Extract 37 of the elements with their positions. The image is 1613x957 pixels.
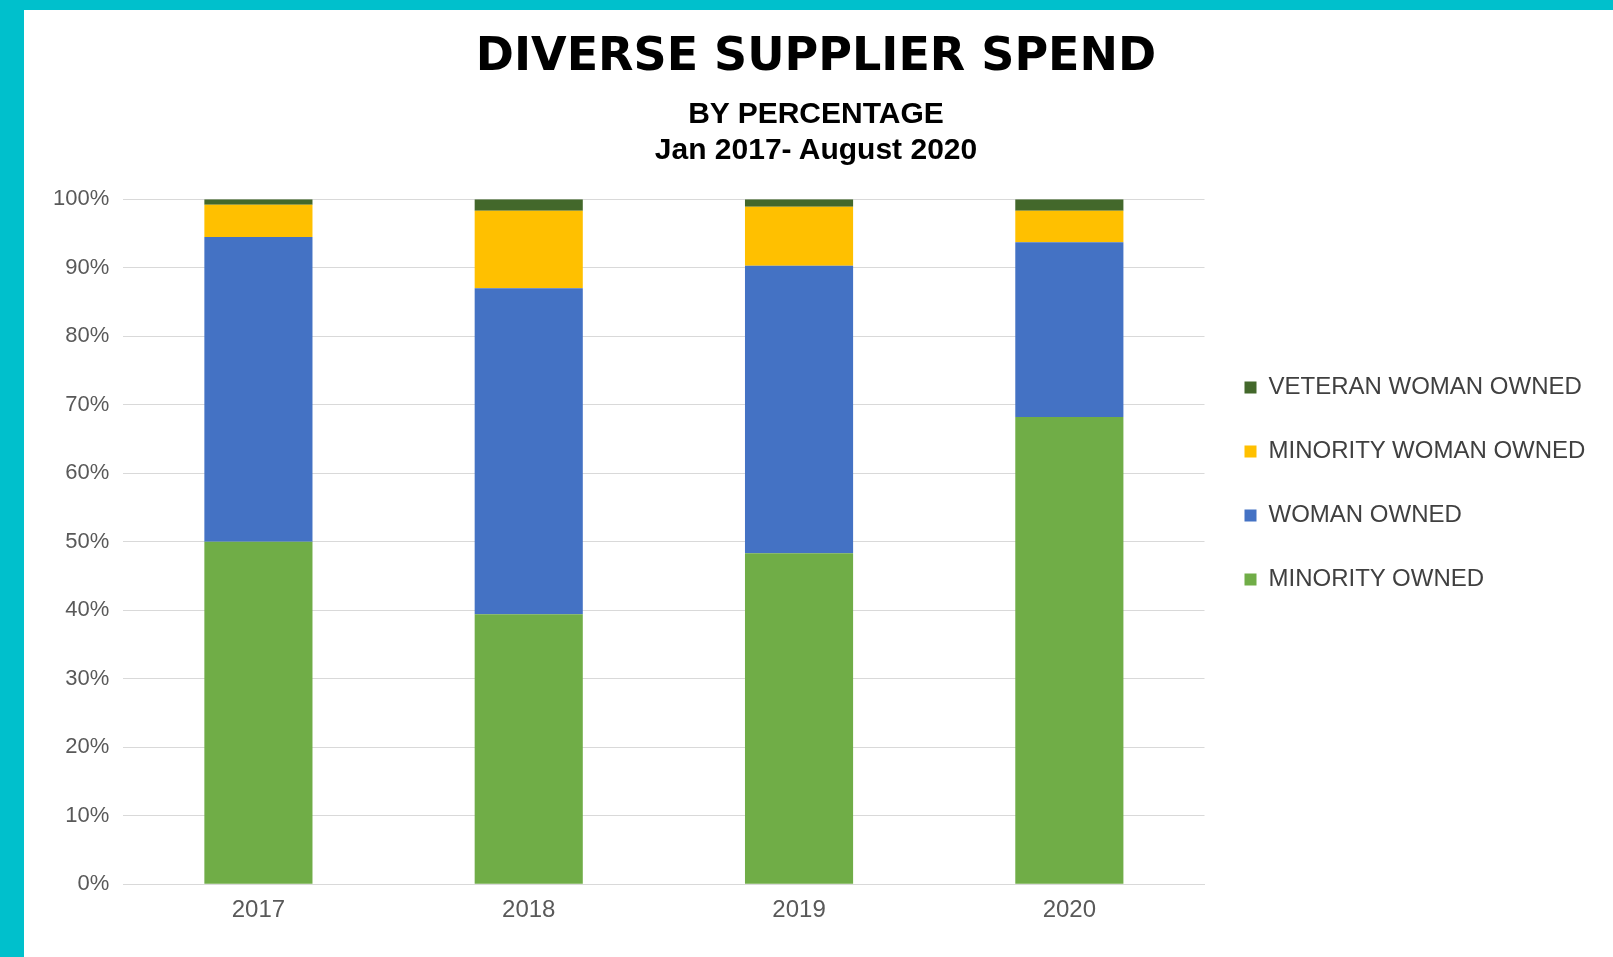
legend-label: WOMAN OWNED — [1268, 500, 1462, 528]
bar — [1015, 199, 1124, 211]
y-tick-label: 40% — [65, 596, 110, 622]
bar — [474, 288, 583, 615]
y-tick-label: 10% — [65, 801, 110, 827]
y-tick-label: 20% — [65, 733, 110, 759]
x-tick-label: 2020 — [1042, 895, 1097, 923]
y-tick-label: 60% — [65, 459, 110, 485]
y-tick-label: 90% — [65, 253, 110, 279]
x-tick-label: 2019 — [772, 895, 826, 923]
bar — [204, 199, 313, 205]
legend-label: MINORITY OWNED — [1268, 564, 1485, 592]
bar — [474, 614, 583, 884]
y-tick-label: 80% — [65, 322, 110, 348]
bar — [1015, 242, 1124, 418]
bar — [204, 204, 313, 237]
legend-label: VETERAN WOMAN OWNED — [1268, 372, 1582, 400]
bar — [744, 265, 854, 554]
legend-label: MINORITY WOMAN OWNED — [1268, 436, 1586, 464]
bar — [744, 553, 854, 884]
bar — [1015, 210, 1124, 243]
bar — [744, 206, 854, 266]
bar — [474, 199, 583, 211]
chart-title: DIVERSE SUPPLIER SPEND — [475, 26, 1157, 81]
bar — [744, 199, 854, 207]
bar — [204, 236, 313, 542]
y-tick-label: 30% — [65, 664, 110, 690]
bar — [1015, 417, 1124, 884]
x-tick-label: 2017 — [231, 895, 286, 923]
chart-subtitle: BY PERCENTAGE Jan 2017- August 2020 — [654, 96, 978, 166]
y-tick-label: 70% — [65, 390, 110, 416]
y-tick-label: 50% — [65, 527, 110, 553]
x-tick-label: 2018 — [502, 895, 556, 923]
y-tick-label: 100% — [52, 185, 110, 211]
y-tick-label: 0% — [77, 870, 110, 896]
bar — [204, 541, 313, 884]
bar — [474, 210, 583, 289]
